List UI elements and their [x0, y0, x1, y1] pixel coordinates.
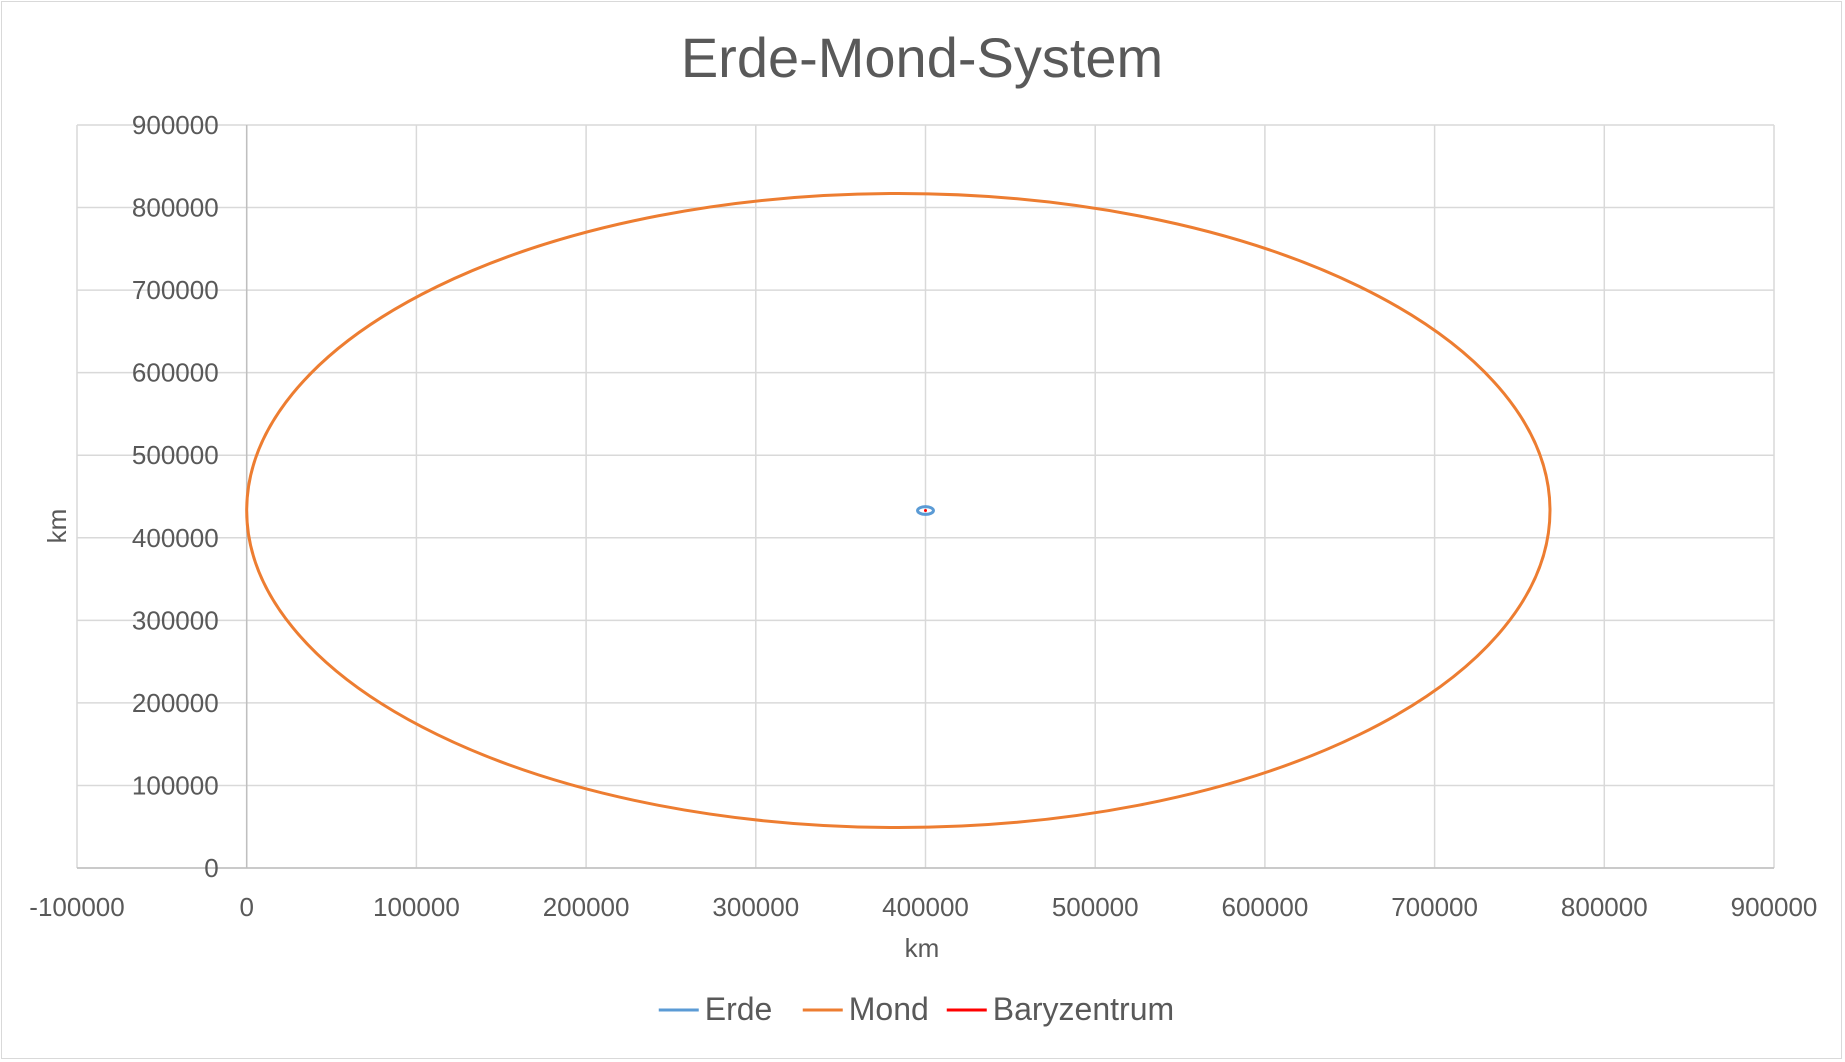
- x-tick-label: 900000: [1731, 892, 1818, 922]
- grid-layer: [76, 124, 1775, 869]
- series-baryzentrum-point: [924, 509, 927, 513]
- x-tick-label: 500000: [1052, 892, 1139, 922]
- series-mond-orbit: [245, 192, 1552, 830]
- x-tick-label: 400000: [882, 892, 969, 922]
- chart-title: Erde-Mond-System: [681, 26, 1163, 89]
- series-erde-orbit: [916, 505, 935, 516]
- x-tick-label: 300000: [712, 892, 799, 922]
- x-tick-label: 800000: [1561, 892, 1648, 922]
- y-tick-label: 800000: [132, 193, 219, 223]
- y-tick-label: 900000: [132, 110, 219, 140]
- legend-label-erde: Erde: [705, 991, 773, 1027]
- x-tick-label: 200000: [543, 892, 630, 922]
- y-tick-label: 0: [204, 853, 218, 883]
- x-axis-title: km: [905, 933, 940, 963]
- x-tick-label: -100000: [29, 892, 124, 922]
- legend: Erde Mond Baryzentrum: [658, 991, 1174, 1027]
- tick-labels: -100000 0 100000 200000 300000 400000 500000 60…: [29, 110, 1817, 922]
- x-tick-label: 600000: [1222, 892, 1309, 922]
- x-tick-label: 100000: [373, 892, 460, 922]
- legend-label-mond: Mond: [849, 991, 929, 1027]
- legend-label-baryzentrum: Baryzentrum: [993, 991, 1174, 1027]
- y-tick-label: 100000: [132, 770, 219, 800]
- y-tick-label: 600000: [132, 358, 219, 388]
- x-tick-label: 700000: [1391, 892, 1478, 922]
- y-tick-label: 500000: [132, 440, 219, 470]
- y-tick-label: 400000: [132, 523, 219, 553]
- series-layer: [245, 192, 1552, 830]
- y-tick-label: 200000: [132, 688, 219, 718]
- y-tick-label: 700000: [132, 275, 219, 305]
- y-tick-label: 300000: [132, 605, 219, 635]
- y-axis-title: km: [42, 509, 72, 544]
- x-tick-label: 0: [239, 892, 253, 922]
